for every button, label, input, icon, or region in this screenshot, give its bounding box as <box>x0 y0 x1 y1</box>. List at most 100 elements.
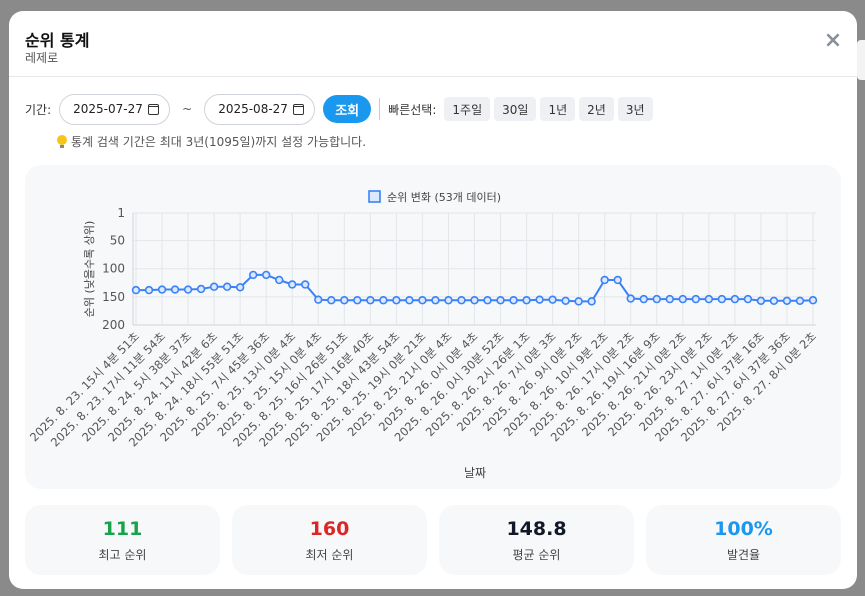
start-date-input[interactable]: 2025-07-27 <box>59 93 171 125</box>
rank-data-point <box>183 285 193 294</box>
rank-data-point <box>691 294 701 304</box>
quick-select-1year-button[interactable]: 1년 <box>540 97 576 121</box>
rank-data-point <box>483 296 492 305</box>
rank-data-point <box>327 296 336 305</box>
start-date-value: 2025-07-27 <box>73 102 143 116</box>
rank-data-point <box>522 296 531 305</box>
rank-data-point <box>288 280 297 289</box>
rank-data-point <box>808 296 818 305</box>
quick-select-3years-button[interactable]: 3년 <box>617 97 653 121</box>
end-date-value: 2025-08-27 <box>218 102 288 116</box>
quick-select-label: 빠른선택: <box>388 102 437 117</box>
rank-data-point <box>769 296 779 305</box>
rank-data-point <box>248 270 258 280</box>
rank-data-point <box>275 275 284 285</box>
rank-data-point <box>157 285 167 294</box>
y-tick-label: 100 <box>102 262 125 276</box>
rank-data-point <box>222 282 232 291</box>
legend-label: 순위 변화 (53개 데이터) <box>387 191 501 204</box>
stat-value: 160 <box>309 517 350 540</box>
rank-data-point <box>444 296 453 305</box>
divider <box>379 98 381 120</box>
rank-data-point <box>756 296 766 305</box>
legend-swatch <box>368 190 381 203</box>
stat-average-rank: 148.8 평균 순위 <box>439 505 634 575</box>
search-button[interactable]: 조회 <box>323 95 372 123</box>
filter-row: 기간: 2025-07-27 ~ 2025-08-27 조회 빠른선택: 1주일… <box>25 93 653 125</box>
rank-data-point <box>639 294 648 304</box>
rank-data-point <box>717 294 727 304</box>
rank-data-point <box>340 296 349 305</box>
rank-data-point <box>704 294 714 304</box>
rank-data-point <box>261 270 271 280</box>
rank-data-point <box>665 294 674 304</box>
stat-discovery-rate: 100% 발견율 <box>646 505 841 575</box>
rank-data-point <box>535 295 544 304</box>
period-notice: 통계 검색 기간은 최대 3년(1095일)까지 설정 가능합니다. <box>57 133 366 150</box>
x-axis-title: 날짜 <box>464 466 486 480</box>
notice-text: 통계 검색 기간은 최대 3년(1095일)까지 설정 가능합니다. <box>71 135 367 149</box>
rank-data-point <box>457 296 466 305</box>
stat-value: 111 <box>102 517 143 540</box>
y-tick-label: 150 <box>102 290 125 304</box>
rank-data-point <box>314 295 323 304</box>
rank-data-point <box>574 297 583 306</box>
modal-title: 순위 통계 <box>25 31 90 50</box>
stat-label: 최저 순위 <box>305 547 354 562</box>
date-range-separator: ~ <box>182 102 193 116</box>
period-label: 기간: <box>25 102 52 117</box>
rank-data-point <box>626 294 635 303</box>
rank-data-point <box>561 296 570 305</box>
stat-label: 최고 순위 <box>98 547 147 562</box>
modal-header: 순위 통계 레제로 × <box>9 11 857 77</box>
end-date-input[interactable]: 2025-08-27 <box>204 93 316 125</box>
rank-data-point <box>366 296 375 305</box>
calendar-icon[interactable] <box>293 103 305 115</box>
stats-row: 111 최고 순위 160 최저 순위 148.8 평균 순위 100% 발견율 <box>25 505 841 575</box>
y-tick-label: 200 <box>102 318 125 332</box>
rank-data-point <box>613 275 622 285</box>
calendar-icon[interactable] <box>148 103 160 115</box>
rank-data-point <box>782 296 792 305</box>
rank-data-point <box>678 294 688 304</box>
close-icon[interactable]: × <box>823 28 843 53</box>
y-tick-label: 1 <box>117 206 125 220</box>
stat-label: 평균 순위 <box>512 547 561 562</box>
quick-select-30days-button[interactable]: 30일 <box>494 97 537 121</box>
rank-data-point <box>405 296 414 305</box>
lightbulb-icon <box>57 134 67 149</box>
rank-data-point <box>144 285 154 295</box>
rank-stats-modal: 순위 통계 레제로 × 기간: 2025-07-27 ~ 2025-08-27 … <box>9 11 857 589</box>
rank-data-point <box>496 296 505 305</box>
rank-data-point <box>795 296 805 305</box>
rank-data-point <box>587 297 596 306</box>
rank-data-point <box>652 294 661 304</box>
background-scroll-edge <box>857 40 865 80</box>
stat-best-rank: 111 최고 순위 <box>25 505 220 575</box>
rank-data-point <box>509 296 518 305</box>
stat-worst-rank: 160 최저 순위 <box>232 505 427 575</box>
rank-data-point <box>353 296 362 305</box>
rank-data-point <box>548 295 557 304</box>
rank-data-point <box>209 282 219 291</box>
rank-data-point <box>379 296 388 305</box>
rank-data-point <box>131 285 141 295</box>
rank-data-point <box>235 283 245 292</box>
quick-select-2years-button[interactable]: 2년 <box>579 97 614 121</box>
rank-data-point <box>431 296 440 305</box>
rank-chart-card: 1 50 100 150 200 2025. 8. 23. 15시 4분 51초 2025.… <box>25 165 841 489</box>
quick-select-1week-button[interactable]: 1주일 <box>444 97 491 121</box>
modal-subtitle: 레제로 <box>25 51 59 65</box>
rank-data-point <box>418 296 427 305</box>
rank-data-point <box>470 296 479 305</box>
stat-value: 148.8 <box>506 517 567 540</box>
rank-data-point <box>743 294 753 304</box>
y-axis-title: 순위 (낮을수록 상위) <box>83 221 96 318</box>
y-tick-label: 50 <box>110 234 125 248</box>
stat-label: 발견율 <box>726 547 761 562</box>
rank-data-point <box>196 284 206 294</box>
stat-value: 100% <box>714 517 773 540</box>
rank-data-point <box>170 285 180 294</box>
rank-data-point <box>392 296 401 305</box>
